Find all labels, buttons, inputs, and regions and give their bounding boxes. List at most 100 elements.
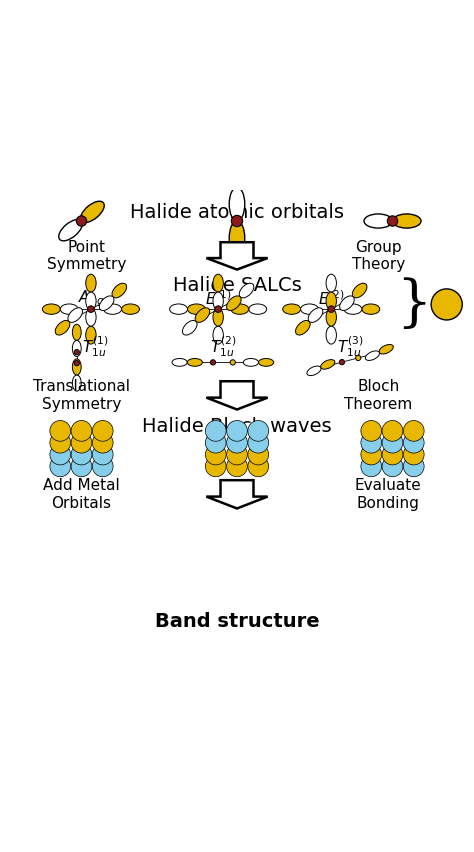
Ellipse shape: [187, 359, 202, 366]
Ellipse shape: [73, 359, 81, 375]
Circle shape: [382, 444, 403, 465]
Circle shape: [227, 456, 247, 477]
Circle shape: [71, 421, 92, 441]
Circle shape: [76, 216, 87, 226]
Ellipse shape: [100, 296, 114, 310]
Text: $\mathit{T}_{1u}^{(3)}$: $\mathit{T}_{1u}^{(3)}$: [337, 334, 364, 359]
Text: $\mathit{T}_{1u}^{(1)}$: $\mathit{T}_{1u}^{(1)}$: [82, 334, 109, 359]
Ellipse shape: [364, 214, 392, 228]
Ellipse shape: [326, 274, 337, 292]
Ellipse shape: [326, 326, 337, 344]
Circle shape: [387, 216, 398, 226]
Circle shape: [356, 355, 361, 360]
Circle shape: [361, 432, 382, 453]
Ellipse shape: [362, 304, 380, 314]
Text: $\mathit{E}_{g}^{(1)}$: $\mathit{E}_{g}^{(1)}$: [205, 289, 232, 314]
Ellipse shape: [296, 320, 310, 335]
Circle shape: [205, 444, 226, 465]
Ellipse shape: [86, 308, 96, 326]
Circle shape: [50, 421, 71, 441]
Ellipse shape: [229, 187, 245, 221]
Circle shape: [50, 432, 71, 453]
Circle shape: [248, 444, 269, 465]
Circle shape: [403, 421, 424, 441]
Ellipse shape: [213, 308, 223, 326]
Text: Group
Theory: Group Theory: [352, 239, 405, 272]
Ellipse shape: [42, 304, 60, 314]
Ellipse shape: [121, 304, 139, 314]
Text: Add Metal
Orbitals: Add Metal Orbitals: [43, 478, 120, 510]
Text: Halide atomic orbitals: Halide atomic orbitals: [130, 203, 344, 222]
Ellipse shape: [326, 308, 337, 326]
Ellipse shape: [227, 296, 241, 310]
Ellipse shape: [195, 308, 210, 322]
Text: Point
Symmetry: Point Symmetry: [46, 239, 126, 272]
Circle shape: [205, 456, 226, 477]
Circle shape: [227, 421, 247, 441]
Ellipse shape: [213, 326, 223, 344]
Ellipse shape: [340, 296, 354, 310]
Ellipse shape: [229, 221, 245, 255]
Ellipse shape: [308, 308, 323, 322]
Text: Bloch
Theorem: Bloch Theorem: [344, 379, 412, 412]
Ellipse shape: [239, 283, 254, 298]
Ellipse shape: [86, 292, 96, 310]
Text: }: }: [396, 277, 431, 331]
Circle shape: [248, 432, 269, 453]
Ellipse shape: [59, 220, 82, 241]
Circle shape: [88, 306, 94, 313]
Circle shape: [227, 444, 247, 465]
Ellipse shape: [55, 320, 70, 335]
Circle shape: [205, 432, 226, 453]
Text: $\mathit{E}_{g}^{(2)}$: $\mathit{E}_{g}^{(2)}$: [318, 289, 345, 314]
Circle shape: [92, 456, 113, 477]
Ellipse shape: [326, 292, 337, 310]
Circle shape: [382, 456, 403, 477]
Circle shape: [403, 444, 424, 465]
Ellipse shape: [379, 344, 393, 354]
Circle shape: [403, 432, 424, 453]
Circle shape: [361, 456, 382, 477]
Polygon shape: [206, 381, 268, 410]
Text: Halide Bloch waves: Halide Bloch waves: [142, 417, 332, 435]
Text: $\mathit{T}_{1u}^{(2)}$: $\mathit{T}_{1u}^{(2)}$: [210, 334, 236, 359]
Circle shape: [361, 444, 382, 465]
Ellipse shape: [392, 214, 421, 228]
Ellipse shape: [301, 304, 319, 314]
Circle shape: [339, 360, 345, 365]
Circle shape: [403, 456, 424, 477]
Circle shape: [230, 360, 236, 365]
Ellipse shape: [213, 292, 223, 310]
Circle shape: [210, 360, 216, 365]
Circle shape: [248, 421, 269, 441]
Circle shape: [227, 432, 247, 453]
Circle shape: [92, 444, 113, 465]
Circle shape: [50, 456, 71, 477]
Ellipse shape: [213, 274, 223, 292]
Ellipse shape: [321, 360, 335, 369]
Circle shape: [205, 421, 226, 441]
Ellipse shape: [182, 320, 197, 335]
Circle shape: [248, 456, 269, 477]
Circle shape: [328, 306, 335, 313]
Ellipse shape: [365, 351, 380, 360]
Circle shape: [382, 432, 403, 453]
Ellipse shape: [73, 340, 81, 356]
Ellipse shape: [344, 304, 362, 314]
Ellipse shape: [283, 304, 301, 314]
Ellipse shape: [81, 201, 104, 222]
Ellipse shape: [68, 308, 82, 322]
Circle shape: [215, 306, 221, 313]
Ellipse shape: [188, 304, 205, 314]
Ellipse shape: [172, 359, 187, 366]
Text: Band structure: Band structure: [155, 613, 319, 631]
Ellipse shape: [231, 304, 249, 314]
Ellipse shape: [73, 375, 81, 391]
Ellipse shape: [307, 366, 321, 376]
Ellipse shape: [258, 359, 273, 366]
Circle shape: [92, 432, 113, 453]
Ellipse shape: [104, 304, 121, 314]
Circle shape: [231, 216, 243, 227]
Text: Halide SALCs: Halide SALCs: [173, 276, 301, 295]
Circle shape: [361, 421, 382, 441]
